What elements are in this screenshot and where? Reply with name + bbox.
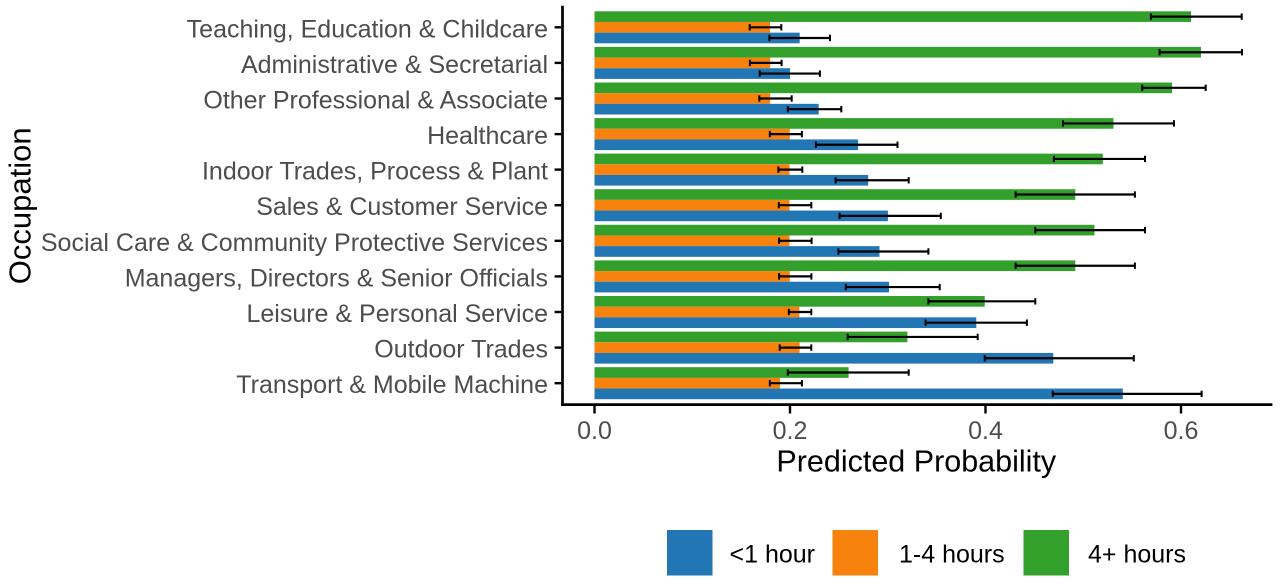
- svg-text:Other Professional & Associate: Other Professional & Associate: [203, 87, 548, 115]
- svg-text:Occupation: Occupation: [3, 127, 38, 284]
- svg-text:Transport & Mobile Machine: Transport & Mobile Machine: [236, 371, 548, 399]
- svg-text:Sales & Customer Service: Sales & Customer Service: [256, 193, 548, 221]
- svg-text:Predicted Probability: Predicted Probability: [776, 444, 1056, 478]
- svg-text:Outdoor Trades: Outdoor Trades: [374, 336, 548, 364]
- svg-text:Indoor Trades, Process & Plant: Indoor Trades, Process & Plant: [202, 158, 548, 186]
- svg-text:1-4 hours: 1-4 hours: [899, 540, 1005, 568]
- svg-text:Managers, Directors & Senior O: Managers, Directors & Senior Officials: [125, 264, 548, 292]
- svg-text:Social Care & Community Protec: Social Care & Community Protective Servi…: [41, 229, 548, 257]
- svg-text:0.6: 0.6: [1164, 417, 1199, 445]
- svg-text:0.4: 0.4: [968, 417, 1003, 445]
- svg-text:4+ hours: 4+ hours: [1088, 540, 1186, 568]
- svg-text:<1 hour: <1 hour: [730, 540, 816, 568]
- svg-text:0.2: 0.2: [773, 417, 808, 445]
- svg-text:0.0: 0.0: [577, 417, 612, 445]
- svg-text:Administrative & Secretarial: Administrative & Secretarial: [241, 51, 548, 79]
- svg-text:Teaching, Education & Childcar: Teaching, Education & Childcare: [187, 15, 548, 43]
- svg-text:Leisure & Personal Service: Leisure & Personal Service: [246, 300, 548, 328]
- svg-text:Healthcare: Healthcare: [427, 122, 548, 150]
